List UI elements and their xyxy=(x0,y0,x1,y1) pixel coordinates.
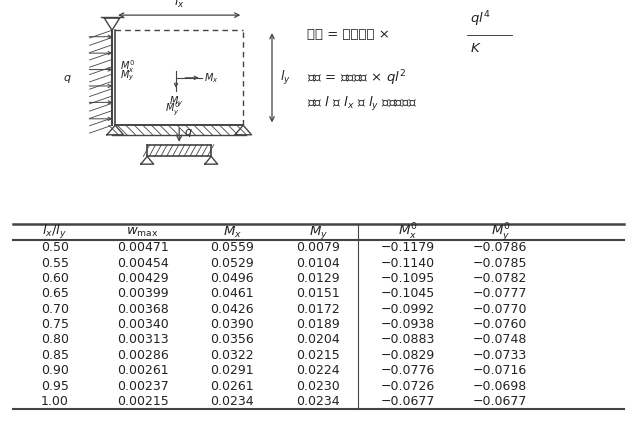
Text: 0.00454: 0.00454 xyxy=(117,257,169,270)
Text: 1.00: 1.00 xyxy=(41,395,69,408)
Text: $ql^4$: $ql^4$ xyxy=(470,10,491,29)
Text: 0.0104: 0.0104 xyxy=(296,257,340,270)
Text: 0.00368: 0.00368 xyxy=(117,303,169,316)
Text: $M_y$: $M_y$ xyxy=(120,68,135,83)
Text: 0.0291: 0.0291 xyxy=(211,364,254,377)
Text: 0.00261: 0.00261 xyxy=(117,364,168,377)
Text: 0.0496: 0.0496 xyxy=(211,272,254,285)
Text: −0.0938: −0.0938 xyxy=(381,318,435,331)
Text: $l_y$: $l_y$ xyxy=(280,69,291,87)
Text: 0.60: 0.60 xyxy=(41,272,69,285)
Text: q: q xyxy=(63,73,71,83)
Text: 0.0129: 0.0129 xyxy=(296,272,340,285)
Text: 0.00429: 0.00429 xyxy=(117,272,168,285)
Text: q: q xyxy=(184,127,191,137)
Text: $M_x^0$: $M_x^0$ xyxy=(398,222,417,242)
Text: 0.0426: 0.0426 xyxy=(211,303,254,316)
Text: −0.0698: −0.0698 xyxy=(473,380,527,393)
Text: 0.0461: 0.0461 xyxy=(211,287,254,300)
Text: $M_x^0$: $M_x^0$ xyxy=(120,59,136,75)
Text: $M_x$: $M_x$ xyxy=(204,71,218,85)
Text: 0.00340: 0.00340 xyxy=(117,318,169,331)
Text: 0.75: 0.75 xyxy=(41,318,69,331)
Text: −0.0733: −0.0733 xyxy=(473,349,527,362)
Text: 0.0234: 0.0234 xyxy=(211,395,254,408)
Text: −0.1045: −0.1045 xyxy=(381,287,435,300)
Text: 0.00399: 0.00399 xyxy=(117,287,168,300)
Text: 0.80: 0.80 xyxy=(41,334,69,346)
Text: −0.1179: −0.1179 xyxy=(381,241,435,254)
Text: 0.0234: 0.0234 xyxy=(296,395,340,408)
Text: 0.0261: 0.0261 xyxy=(211,380,254,393)
Text: 0.0230: 0.0230 xyxy=(296,380,340,393)
Text: 0.85: 0.85 xyxy=(41,349,69,362)
Text: −0.0776: −0.0776 xyxy=(381,364,435,377)
Text: $M_y$: $M_y$ xyxy=(309,224,328,241)
Text: 0.95: 0.95 xyxy=(41,380,69,393)
Text: −0.0992: −0.0992 xyxy=(381,303,435,316)
Text: 0.0224: 0.0224 xyxy=(296,364,340,377)
Text: −0.0716: −0.0716 xyxy=(473,364,527,377)
Text: 0.0529: 0.0529 xyxy=(211,257,254,270)
Text: −0.0777: −0.0777 xyxy=(473,287,527,300)
Text: $M_y$: $M_y$ xyxy=(169,94,183,108)
Text: 0.0079: 0.0079 xyxy=(296,241,340,254)
Text: $l_x/l_y$: $l_x/l_y$ xyxy=(42,223,68,241)
Text: −0.0726: −0.0726 xyxy=(381,380,435,393)
Text: −0.0677: −0.0677 xyxy=(381,395,435,408)
Text: −0.0786: −0.0786 xyxy=(473,241,527,254)
Text: 0.0390: 0.0390 xyxy=(211,318,254,331)
Text: 0.70: 0.70 xyxy=(41,303,69,316)
Text: 0.0559: 0.0559 xyxy=(211,241,254,254)
Text: $M_y^0$: $M_y^0$ xyxy=(165,100,180,118)
Text: −0.0782: −0.0782 xyxy=(473,272,527,285)
Text: 0.0172: 0.0172 xyxy=(296,303,340,316)
Text: 0.0189: 0.0189 xyxy=(296,318,340,331)
Text: 0.00313: 0.00313 xyxy=(117,334,168,346)
Text: $M_y^0$: $M_y^0$ xyxy=(490,222,510,244)
Text: 0.0204: 0.0204 xyxy=(296,334,340,346)
Text: $K$: $K$ xyxy=(470,42,482,55)
Text: 0.0356: 0.0356 xyxy=(211,334,254,346)
Text: −0.0785: −0.0785 xyxy=(473,257,527,270)
Text: 0.0151: 0.0151 xyxy=(296,287,340,300)
Text: $w_{\rm max}$: $w_{\rm max}$ xyxy=(127,226,159,239)
Text: 0.65: 0.65 xyxy=(41,287,69,300)
Text: 0.00215: 0.00215 xyxy=(117,395,169,408)
Text: −0.0829: −0.0829 xyxy=(381,349,435,362)
Text: $l_x$: $l_x$ xyxy=(174,0,184,10)
Text: −0.0677: −0.0677 xyxy=(473,395,527,408)
Text: −0.0883: −0.0883 xyxy=(381,334,435,346)
Text: 0.50: 0.50 xyxy=(41,241,69,254)
Text: 0.00237: 0.00237 xyxy=(117,380,169,393)
Text: −0.0760: −0.0760 xyxy=(473,318,527,331)
Text: −0.0770: −0.0770 xyxy=(473,303,527,316)
Text: −0.1095: −0.1095 xyxy=(381,272,435,285)
Text: −0.0748: −0.0748 xyxy=(473,334,527,346)
Text: −0.1140: −0.1140 xyxy=(381,257,435,270)
Text: 0.0215: 0.0215 xyxy=(296,349,340,362)
Text: 弯矩 = 表中系数 × $ql^2$: 弯矩 = 表中系数 × $ql^2$ xyxy=(307,68,406,88)
Text: 0.0322: 0.0322 xyxy=(211,349,254,362)
Text: 0.90: 0.90 xyxy=(41,364,69,377)
Text: 0.55: 0.55 xyxy=(41,257,69,270)
Text: 式中 $l$ 取 $l_x$ 和 $l_y$ 中之较小者: 式中 $l$ 取 $l_x$ 和 $l_y$ 中之较小者 xyxy=(307,95,417,113)
Text: $M_x$: $M_x$ xyxy=(223,225,242,240)
Text: 0.00471: 0.00471 xyxy=(117,241,169,254)
Text: 0.00286: 0.00286 xyxy=(117,349,169,362)
Text: 挠度 = 表中系数 ×: 挠度 = 表中系数 × xyxy=(307,28,394,41)
